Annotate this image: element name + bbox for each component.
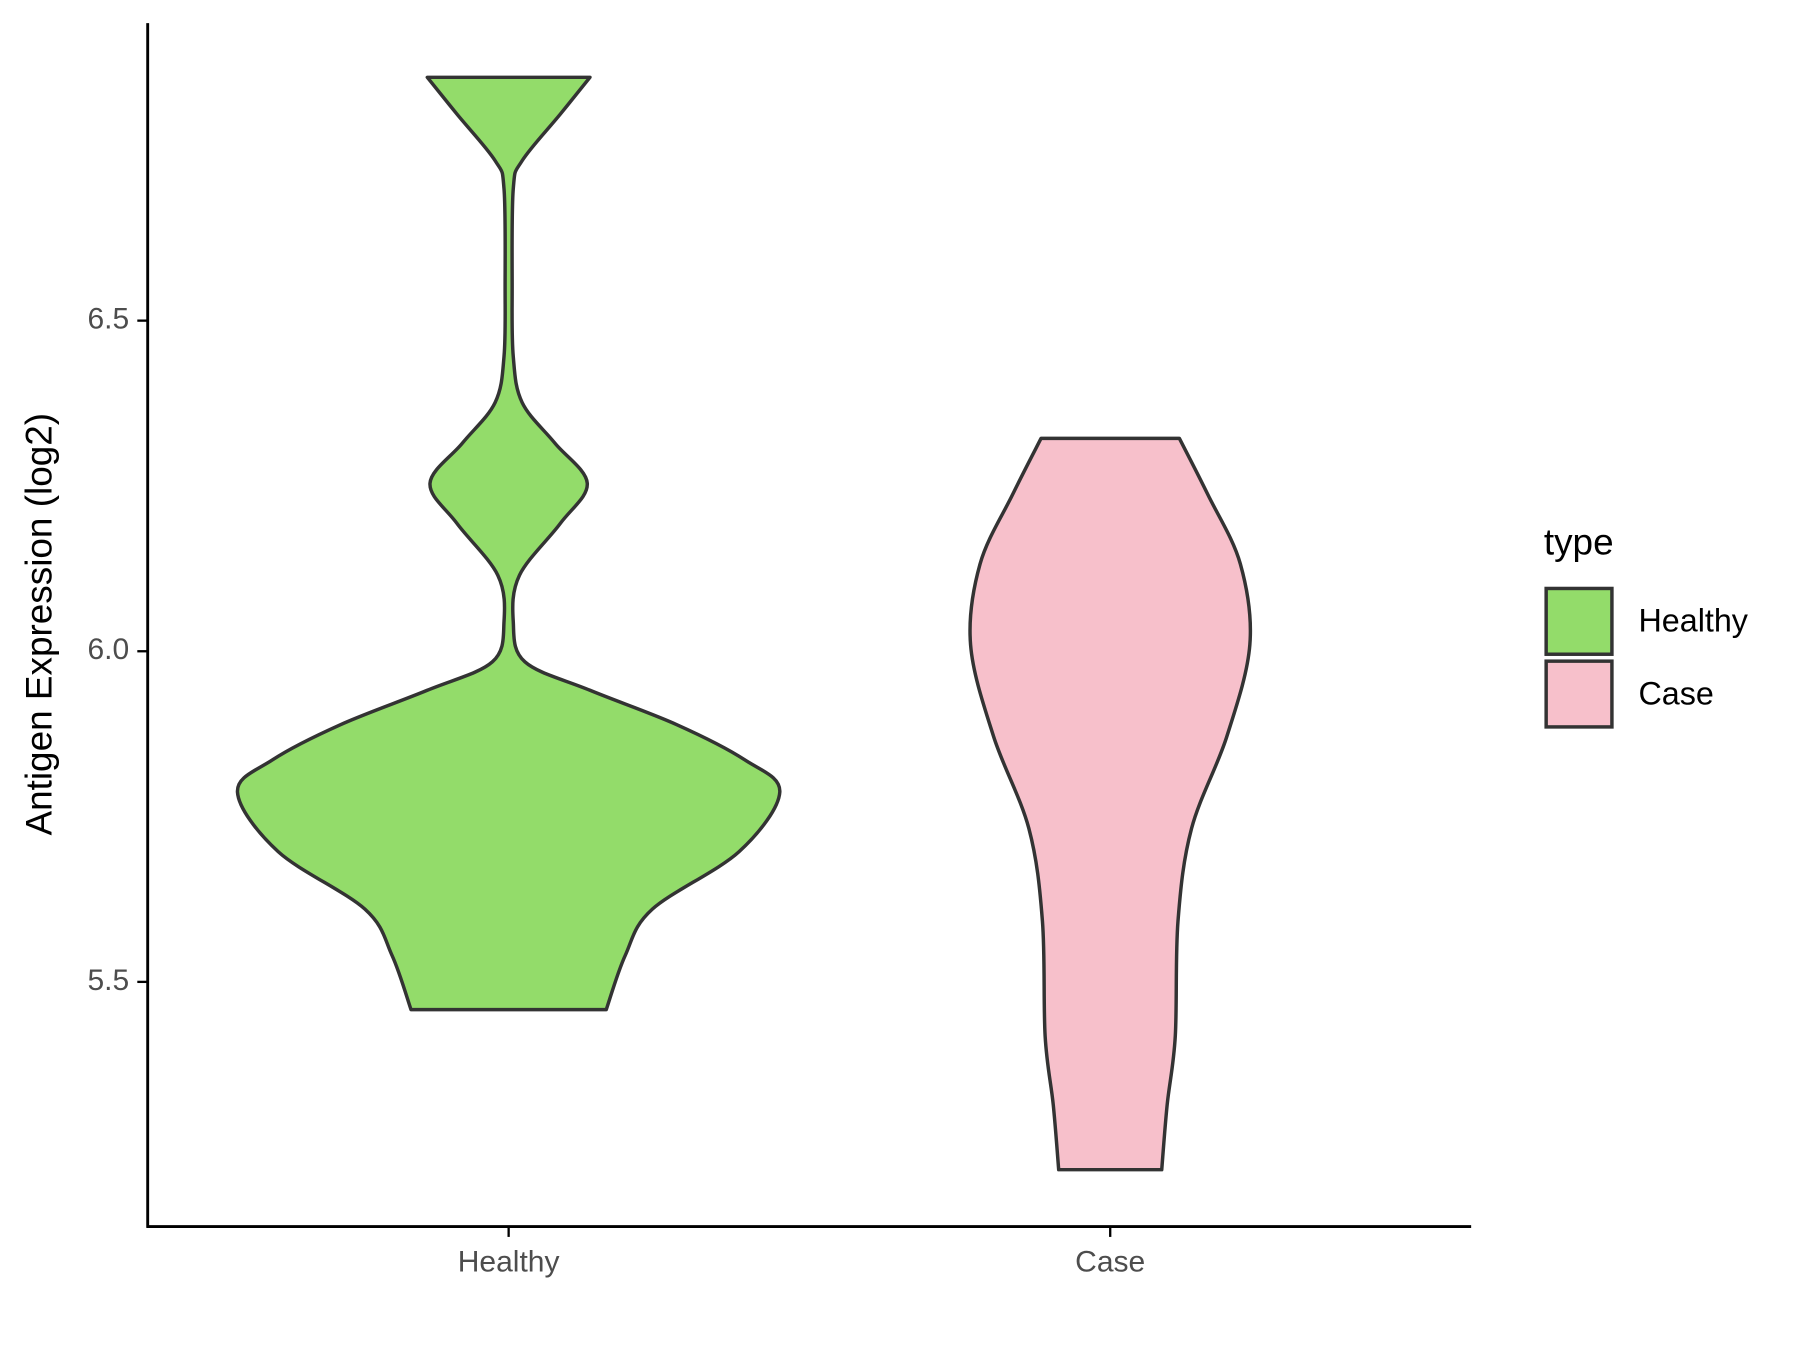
legend-title: type [1544,521,1614,562]
violin [968,436,1253,1172]
violin [235,75,782,1012]
legend-label: Case [1638,675,1713,711]
x-tick-label: Case [1075,1245,1145,1278]
y-tick-label: 5.5 [88,964,130,997]
y-axis-title: Antigen Expression (log2) [18,413,59,836]
legend-swatch [1544,586,1614,656]
y-tick-label: 6.5 [88,303,130,336]
y-tick-label: 6.0 [88,633,130,666]
legend-label: Healthy [1638,603,1748,639]
x-tick-label: Healthy [458,1245,560,1278]
legend-swatch [1544,659,1614,729]
